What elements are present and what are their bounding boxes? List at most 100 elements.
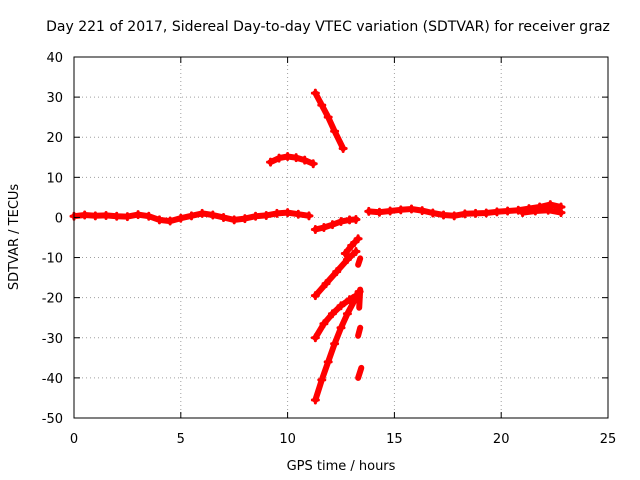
x-tick-label: 25 xyxy=(600,432,617,447)
series-fragment-a xyxy=(356,286,364,311)
data-point xyxy=(293,209,303,219)
x-tick-label: 10 xyxy=(279,432,296,447)
data-point xyxy=(321,279,331,289)
data-point xyxy=(543,205,553,215)
data-point xyxy=(319,222,329,232)
data-point xyxy=(351,214,361,224)
data-point xyxy=(323,357,333,367)
data-point xyxy=(197,208,207,218)
y-tick-label: 10 xyxy=(46,171,63,186)
data-point xyxy=(310,88,320,98)
data-point xyxy=(274,153,284,163)
data-point xyxy=(342,309,352,319)
x-tick-label: 15 xyxy=(386,432,403,447)
x-axis-label: GPS time / hours xyxy=(287,459,396,474)
data-point xyxy=(330,339,340,349)
data-point xyxy=(396,205,406,215)
data-point xyxy=(219,212,229,222)
series-fragment-b xyxy=(355,324,364,339)
data-point xyxy=(374,207,384,217)
data-point xyxy=(317,375,327,385)
data-point xyxy=(291,153,301,163)
data-point xyxy=(417,206,427,216)
grid xyxy=(74,57,608,418)
data-point xyxy=(406,204,416,214)
data-point xyxy=(229,215,239,225)
data-point xyxy=(208,210,218,220)
data-point xyxy=(176,213,186,223)
x-tick-label: 0 xyxy=(70,432,78,447)
data-point xyxy=(122,212,132,222)
chart-title: Day 221 of 2017, Sidereal Day-to-day VTE… xyxy=(46,19,610,35)
data-point xyxy=(154,215,164,225)
data-point xyxy=(353,234,363,244)
data-point xyxy=(240,214,250,224)
y-tick-label: 20 xyxy=(46,131,63,146)
y-tick-label: 40 xyxy=(46,51,63,66)
y-axis-label: SDTVAR / TECUs xyxy=(7,184,22,291)
y-tick-label: -20 xyxy=(42,292,63,307)
data-point xyxy=(347,241,357,251)
data-point xyxy=(351,247,361,257)
y-tick-label: 0 xyxy=(55,211,63,226)
data-point xyxy=(330,126,340,136)
data-layer xyxy=(69,88,566,405)
data-point xyxy=(144,211,154,221)
data-point xyxy=(310,291,320,301)
data-point xyxy=(471,208,481,218)
data-point xyxy=(327,220,337,230)
data-point xyxy=(112,211,122,221)
data-point xyxy=(308,159,318,169)
y-tick-label: -50 xyxy=(42,412,63,427)
data-point xyxy=(338,143,348,153)
data-point xyxy=(165,216,175,226)
data-point xyxy=(304,211,314,221)
series-fragment-c xyxy=(355,364,365,381)
data-point xyxy=(340,249,350,259)
data-point xyxy=(323,112,333,122)
x-axis: 0 5 10 15 20 25 xyxy=(70,57,616,447)
data-point xyxy=(428,208,438,218)
data-point xyxy=(332,267,342,277)
data-point xyxy=(503,206,513,216)
y-axis: -50 -40 -30 -20 -10 0 10 20 30 40 xyxy=(42,51,608,427)
data-point xyxy=(251,211,261,221)
data-point xyxy=(90,211,100,221)
data-point xyxy=(342,255,352,265)
data-point xyxy=(266,157,276,167)
data-point xyxy=(261,210,271,220)
y-tick-label: 30 xyxy=(46,91,63,106)
data-point xyxy=(327,309,337,319)
data-point xyxy=(283,151,293,161)
data-point xyxy=(349,297,359,307)
x-tick-label: 20 xyxy=(493,432,510,447)
data-point xyxy=(364,206,374,216)
data-point xyxy=(460,209,470,219)
y-tick-label: -30 xyxy=(42,332,63,347)
data-point xyxy=(439,210,449,220)
data-point xyxy=(545,200,555,210)
data-point xyxy=(133,210,143,220)
data-point xyxy=(310,395,320,405)
data-point xyxy=(310,333,320,343)
data-point xyxy=(272,208,282,218)
data-point xyxy=(336,301,346,311)
data-point xyxy=(556,208,566,218)
data-point xyxy=(300,155,310,165)
data-point xyxy=(336,323,346,333)
data-point xyxy=(492,207,502,217)
data-point xyxy=(283,208,293,218)
data-point xyxy=(449,211,459,221)
data-point xyxy=(481,208,491,218)
data-point xyxy=(518,208,528,218)
data-point xyxy=(310,224,320,234)
data-point xyxy=(186,211,196,221)
series-fragment-d xyxy=(355,255,364,268)
plot-frame xyxy=(73,56,609,419)
data-point xyxy=(385,206,395,216)
y-tick-label: -40 xyxy=(42,372,63,387)
data-point xyxy=(530,206,540,216)
x-tick-label: 5 xyxy=(177,432,185,447)
data-point xyxy=(101,210,111,220)
